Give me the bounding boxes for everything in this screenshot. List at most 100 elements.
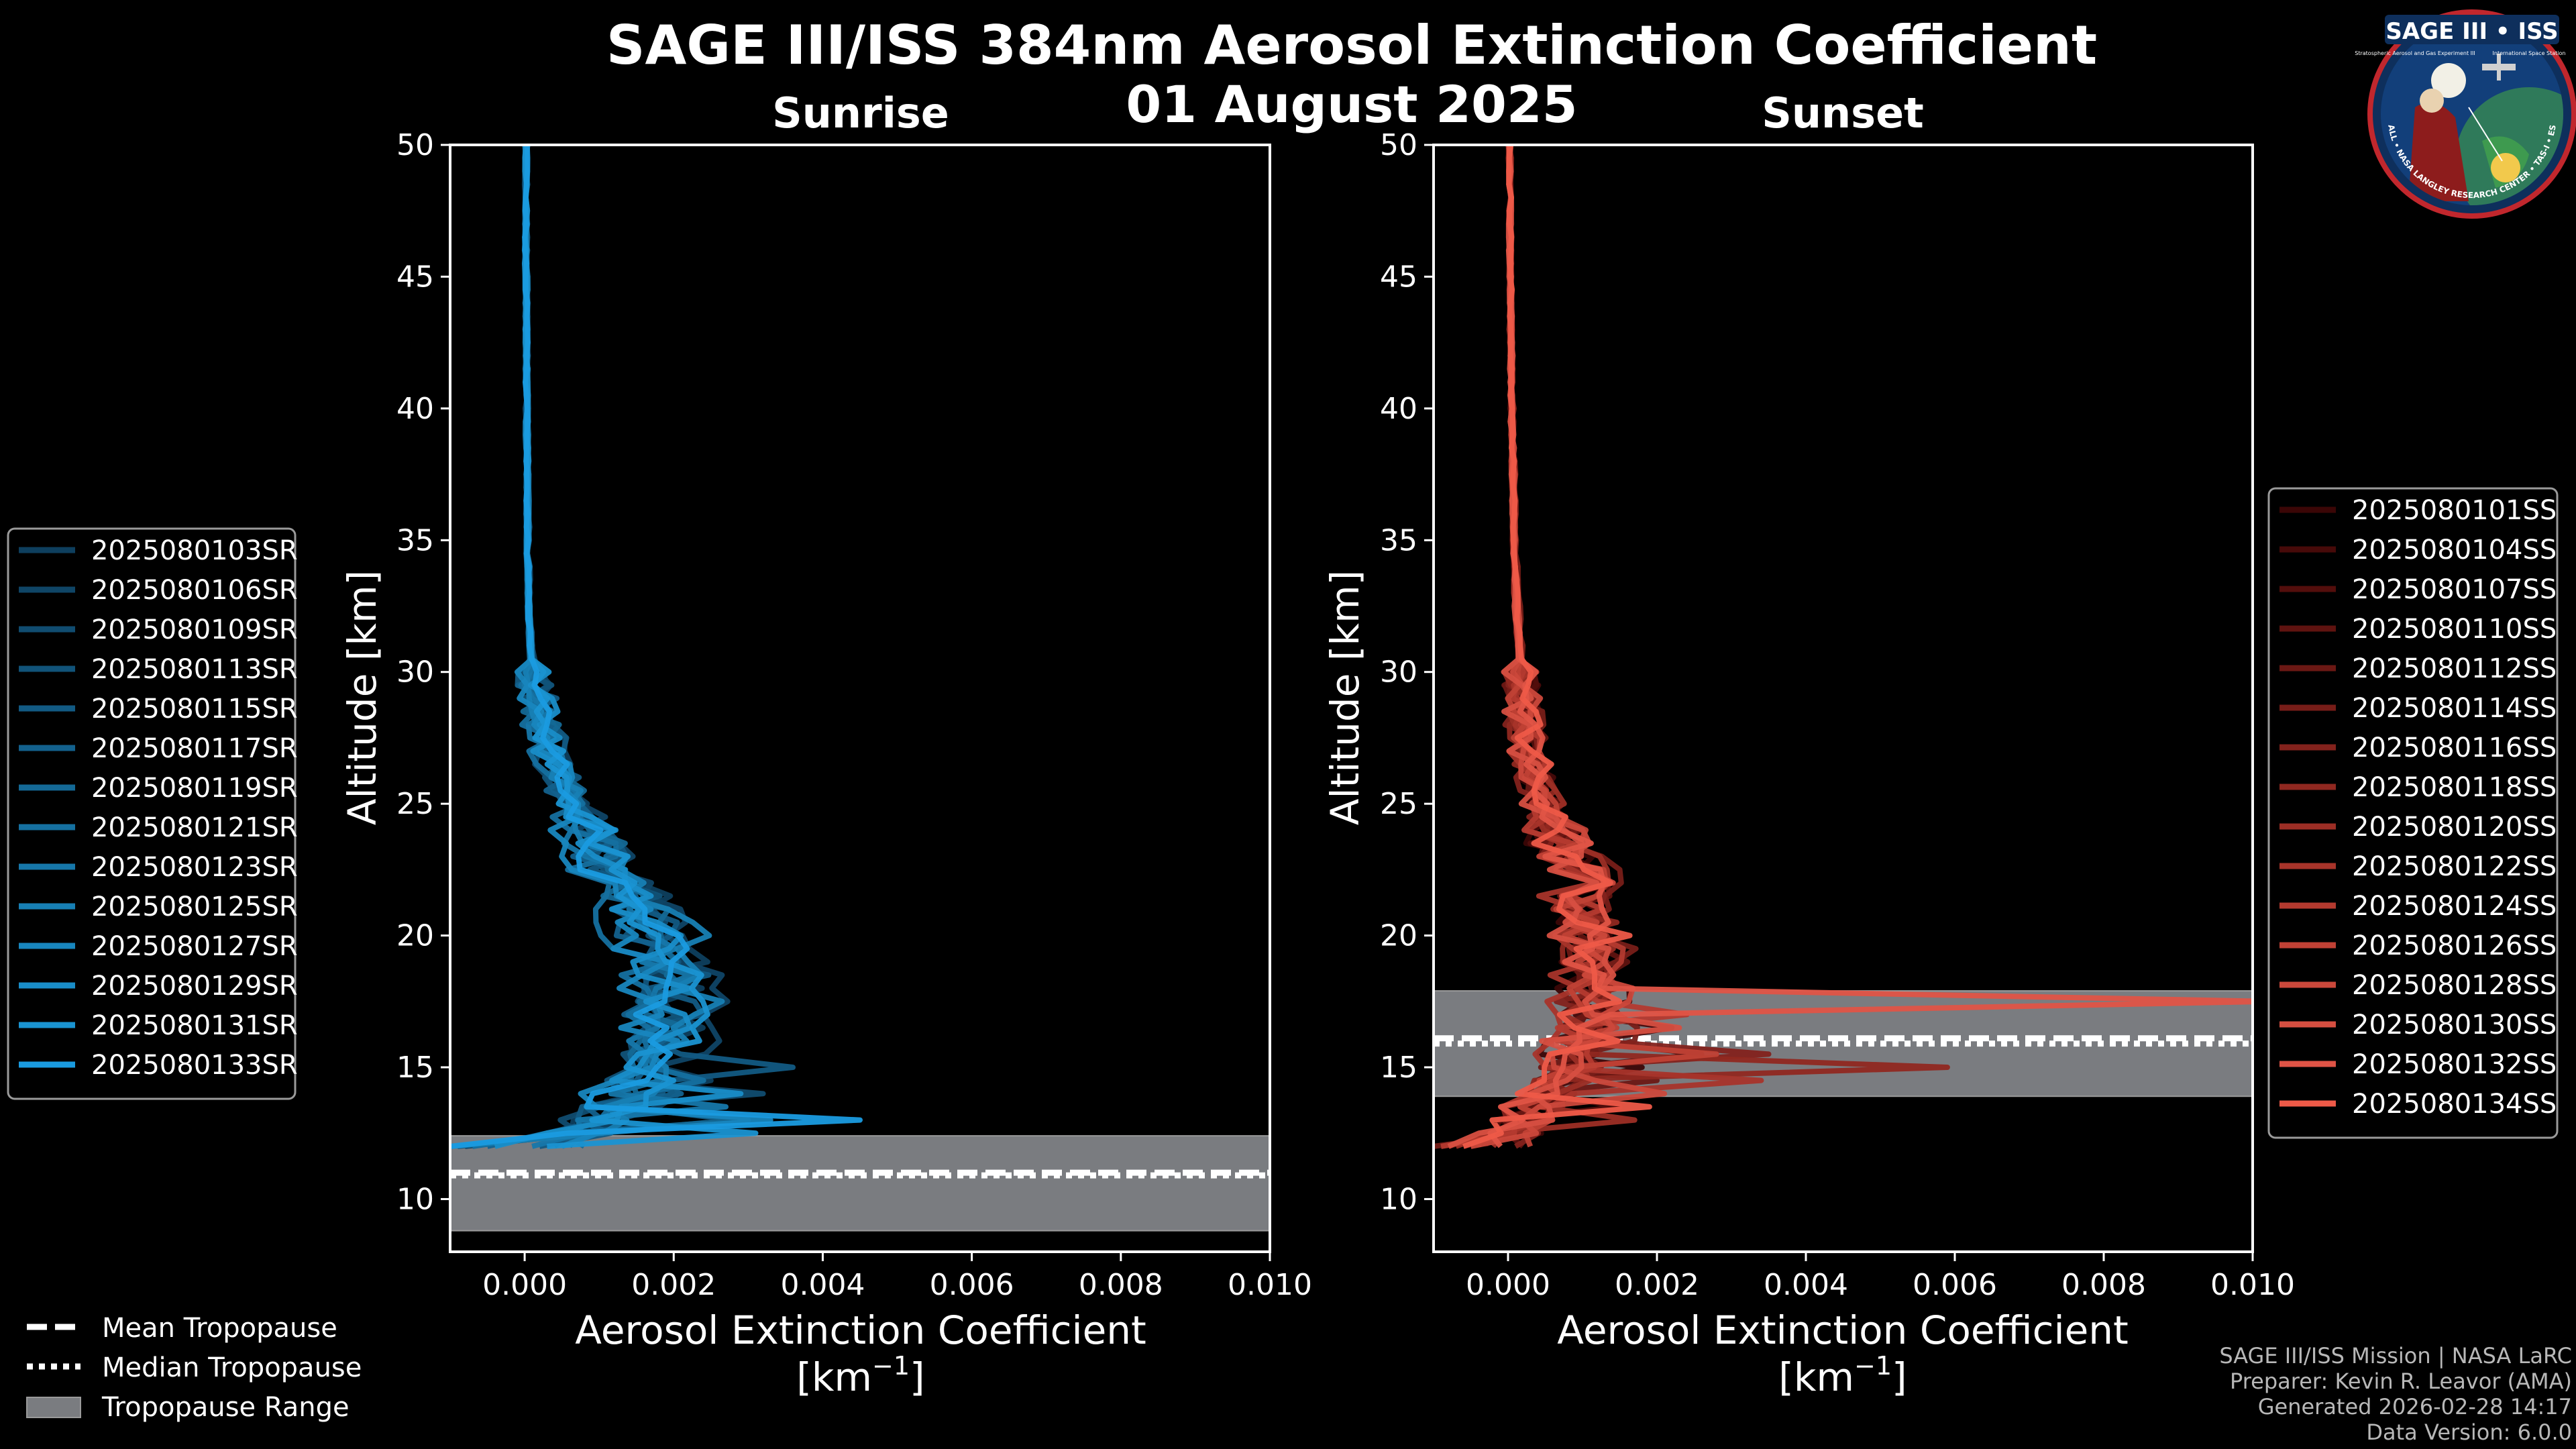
sunset-y-tick-label: 10: [1380, 1182, 1417, 1216]
legend-item-2025080124SS: 2025080124SS: [2279, 891, 2557, 922]
earth-icon: [2455, 87, 2563, 205]
legend-item-2025080120SS: 2025080120SS: [2279, 812, 2557, 843]
astronomer-head-icon: [2420, 89, 2444, 113]
legend-item-2025080117SR: 2025080117SR: [19, 733, 298, 764]
sunset-y-tick-label: 20: [1380, 919, 1417, 953]
legend-label-2025080118SS: 2025080118SS: [2352, 772, 2557, 803]
sunset-x-tick-label: 0.008: [2061, 1268, 2146, 1302]
legend-label-2025080103SR: 2025080103SR: [91, 535, 298, 566]
sunset-x-tick-label: 0.006: [1913, 1268, 1997, 1302]
legend-item-2025080103SR: 2025080103SR: [19, 535, 298, 566]
sunrise-x-tick-label: 0.004: [780, 1268, 865, 1302]
sunset-x-tick-label: 0.010: [2210, 1268, 2295, 1302]
legend-item-2025080133SR: 2025080133SR: [19, 1050, 298, 1081]
sunrise-y-tick-label: 25: [396, 787, 434, 821]
legend-label-2025080122SS: 2025080122SS: [2352, 851, 2557, 882]
credit-generated: Generated 2026-02-28 14:17: [2257, 1394, 2572, 1419]
sunrise-y-tick-label: 30: [396, 655, 434, 690]
sunrise-y-tick-label: 20: [396, 919, 434, 953]
sunset-panel: Sunset 0.000 0.002 0.004 0.006 0.008 0.010 10…: [1322, 89, 2295, 1400]
legend-label-2025080119SR: 2025080119SR: [91, 773, 298, 804]
sunrise-x-tick-label: 0.008: [1079, 1268, 1163, 1302]
sunset-profile-2025080134SS: [1462, 145, 1652, 1149]
sunset-x-tick-label: 0.002: [1615, 1268, 1699, 1302]
sunrise-legend-box: [7, 527, 297, 1100]
legend-item-2025080109SR: 2025080109SR: [19, 614, 298, 645]
sunset-panel-title: Sunset: [1762, 89, 1924, 138]
legend-label-2025080124SS: 2025080124SS: [2352, 891, 2557, 922]
legend-label-2025080125SR: 2025080125SR: [91, 892, 298, 922]
legend-label-2025080113SR: 2025080113SR: [91, 654, 298, 685]
legend-item-2025080125SR: 2025080125SR: [19, 892, 298, 922]
legend-label-2025080127SR: 2025080127SR: [91, 931, 298, 962]
legend-item-2025080122SS: 2025080122SS: [2279, 851, 2557, 882]
sunset-x-axis-label: Aerosol Extinction Coefficient: [1557, 1307, 2129, 1353]
logo-subtitle-right: International Space Station: [2493, 50, 2566, 56]
moon-icon: [2431, 63, 2466, 98]
sunrise-x-tick-label: 0.006: [930, 1268, 1014, 1302]
sunrise-panel: Sunrise 0.000 0.002 0.004 0.006 0.008 0.010 1…: [339, 89, 1312, 1400]
legend-item-2025080131SR: 2025080131SR: [19, 1010, 298, 1041]
sunrise-y-tick-label: 50: [396, 128, 434, 162]
median-tropopause-label: Median Tropopause: [102, 1352, 362, 1383]
sunrise-y-tick-label: 35: [396, 523, 434, 557]
legend-label-2025080109SR: 2025080109SR: [91, 614, 298, 645]
logo-subtitle-left: Stratospheric Aerosol and Gas Experiment…: [2355, 50, 2475, 56]
sunset-y-axis-label: Altitude [km]: [1322, 570, 1368, 825]
legend-item-2025080116SS: 2025080116SS: [2279, 733, 2557, 763]
sunset-y-tick-label: 30: [1380, 655, 1417, 690]
legend-label-2025080114SS: 2025080114SS: [2352, 693, 2557, 724]
legend-item-2025080115SR: 2025080115SR: [19, 694, 298, 724]
sunset-y-tick-label: 15: [1380, 1051, 1417, 1085]
legend-item-2025080104SS: 2025080104SS: [2279, 535, 2557, 566]
legend-item-2025080106SR: 2025080106SR: [19, 575, 298, 606]
sunrise-plot-area: [449, 144, 1271, 1253]
sunrise-x-unit-close: ]: [910, 1354, 925, 1400]
sunset-axes-frame: [1432, 144, 2254, 1253]
legend-item-2025080118SS: 2025080118SS: [2279, 772, 2557, 803]
legend-label-2025080128SS: 2025080128SS: [2352, 970, 2557, 1001]
sunrise-clipped-content: [450, 145, 1270, 1232]
sunset-y-ticks: 10 15 20 25 30 35 40 45 50: [1380, 128, 1434, 1216]
legend-label-2025080131SR: 2025080131SR: [91, 1010, 298, 1041]
legend-label-2025080130SS: 2025080130SS: [2352, 1010, 2557, 1040]
sunrise-x-ticks: 0.000 0.002 0.004 0.006 0.008 0.010: [482, 1252, 1312, 1302]
legend-item-2025080113SR: 2025080113SR: [19, 654, 298, 685]
legend-item-2025080107SS: 2025080107SS: [2279, 574, 2557, 605]
sunset-x-unit-exp: −1: [1854, 1351, 1892, 1381]
sunset-x-tick-label: 0.004: [1764, 1268, 1848, 1302]
logo-title: SAGE III • ISS: [2385, 18, 2558, 45]
legend-item-2025080114SS: 2025080114SS: [2279, 693, 2557, 724]
sunset-legend-box: [2267, 487, 2559, 1139]
sun-icon: [2491, 153, 2520, 182]
sunrise-legend: 2025080103SR 2025080106SR 2025080109SR 2025…: [7, 527, 298, 1100]
astronomer-robe-icon: [2408, 102, 2469, 201]
figure-title-line1: SAGE III/ISS 384nm Aerosol Extinction Co…: [606, 14, 2097, 76]
legend-label-2025080123SR: 2025080123SR: [91, 852, 298, 883]
legend-label-2025080121SR: 2025080121SR: [91, 812, 298, 843]
legend-item-2025080123SR: 2025080123SR: [19, 852, 298, 883]
sunset-y-tick-label: 45: [1380, 260, 1417, 294]
sunrise-x-unit-exp: −1: [872, 1351, 910, 1381]
legend-item-mean-tropopause: Mean Tropopause: [27, 1313, 337, 1344]
legend-label-2025080112SS: 2025080112SS: [2352, 653, 2557, 684]
sunrise-y-tick-label: 15: [396, 1051, 434, 1085]
legend-label-2025080106SR: 2025080106SR: [91, 575, 298, 606]
legend-label-2025080133SR: 2025080133SR: [91, 1050, 298, 1081]
sunrise-axes-frame: [449, 144, 1271, 1253]
legend-item-2025080129SR: 2025080129SR: [19, 971, 298, 1002]
mean-tropopause-label: Mean Tropopause: [102, 1313, 337, 1344]
sunrise-profile-2025080133SR: [450, 145, 863, 1149]
sunrise-panel-title: Sunrise: [772, 89, 949, 138]
legend-item-2025080126SS: 2025080126SS: [2279, 930, 2557, 961]
sunrise-x-axis-label: Aerosol Extinction Coefficient: [575, 1307, 1146, 1353]
legend-item-2025080128SS: 2025080128SS: [2279, 970, 2557, 1001]
legend-item-2025080132SS: 2025080132SS: [2279, 1049, 2557, 1080]
legend-item-2025080110SS: 2025080110SS: [2279, 614, 2557, 645]
legend-item-2025080112SS: 2025080112SS: [2279, 653, 2557, 684]
legend-label-2025080107SS: 2025080107SS: [2352, 574, 2557, 605]
sunrise-x-unit-base: [km: [796, 1354, 872, 1400]
legend-item-2025080127SR: 2025080127SR: [19, 931, 298, 962]
